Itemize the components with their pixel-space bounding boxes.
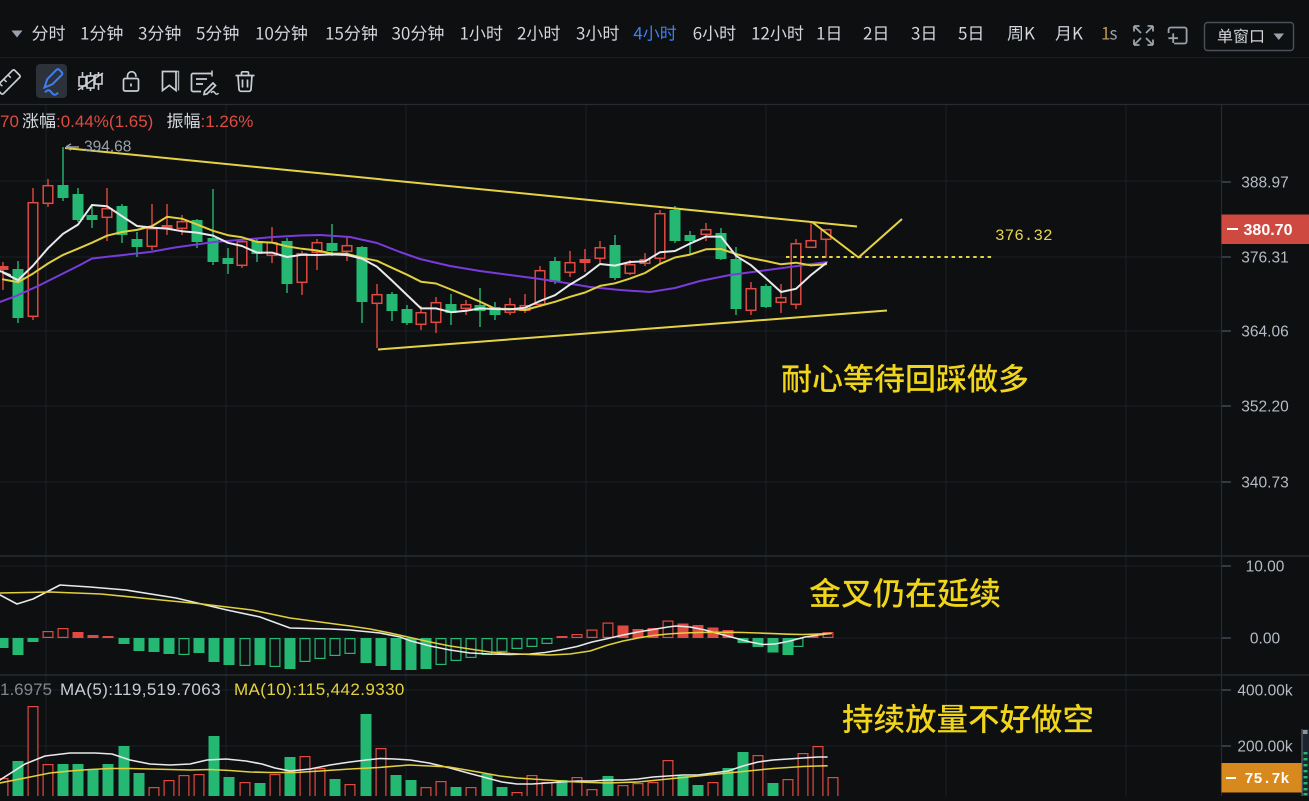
svg-text:70: 70 bbox=[0, 112, 19, 131]
svg-text:75.7k: 75.7k bbox=[1244, 771, 1289, 788]
svg-text:352.20: 352.20 bbox=[1241, 398, 1289, 415]
svg-text:388.97: 388.97 bbox=[1241, 174, 1288, 191]
svg-text::0.44%(1.65): :0.44%(1.65) bbox=[56, 112, 153, 131]
svg-text:200.00k: 200.00k bbox=[1237, 738, 1292, 755]
svg-text:MA(5):119,519.7063: MA(5):119,519.7063 bbox=[60, 680, 221, 699]
svg-text:0.00: 0.00 bbox=[1250, 630, 1281, 647]
svg-text:MA(10):115,442.9330: MA(10):115,442.9330 bbox=[234, 680, 405, 699]
svg-text:340.73: 340.73 bbox=[1241, 474, 1288, 491]
svg-text:400.00k: 400.00k bbox=[1237, 682, 1292, 699]
svg-text:394.68: 394.68 bbox=[84, 139, 131, 156]
svg-text:376.32: 376.32 bbox=[995, 227, 1053, 245]
svg-text:10.00: 10.00 bbox=[1246, 558, 1285, 575]
svg-text:1.6975: 1.6975 bbox=[0, 680, 52, 699]
svg-text:380.70: 380.70 bbox=[1244, 222, 1293, 239]
svg-text::1.26%: :1.26% bbox=[201, 112, 254, 131]
svg-text:376.31: 376.31 bbox=[1241, 249, 1288, 266]
svg-text:364.06: 364.06 bbox=[1241, 323, 1288, 340]
